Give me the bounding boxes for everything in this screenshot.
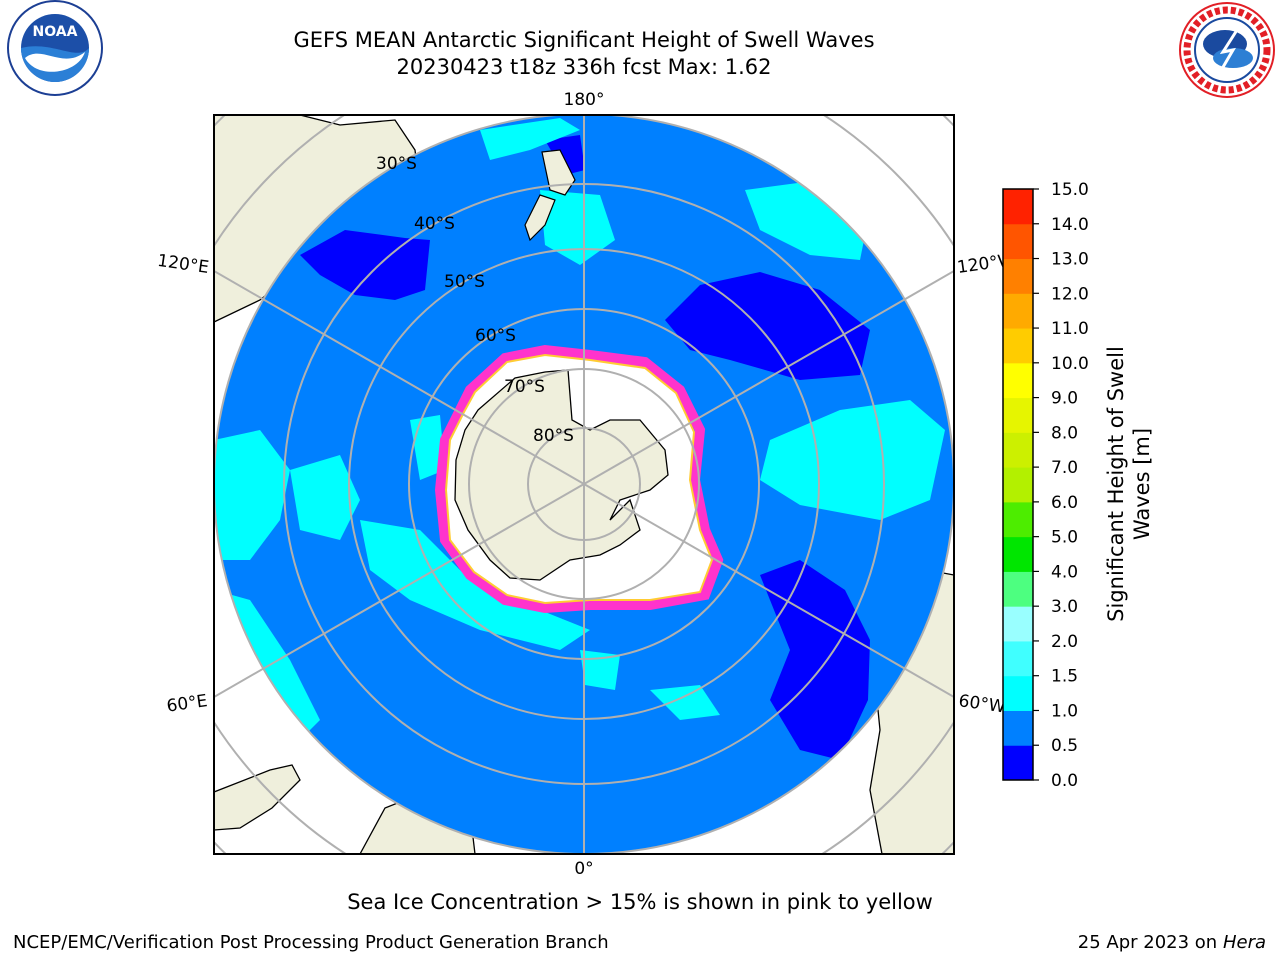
lat-label-40s: 40°S: [414, 214, 455, 234]
colorbar-segment: [1003, 536, 1033, 572]
sea-ice-note: Sea Ice Concentration > 15% is shown in …: [347, 890, 933, 914]
swell-low-region: [300, 230, 430, 300]
colorbar-segment: [1003, 293, 1033, 329]
nws-logo: [1179, 2, 1275, 98]
swell-high-region: [760, 400, 945, 520]
colorbar-segment: [1003, 640, 1033, 677]
lon-label-0: 0°: [574, 859, 593, 879]
graticule: [214, 115, 954, 854]
lon-label-60w: 60°W: [957, 691, 1006, 717]
lat-label-80s: 80°S: [533, 426, 574, 446]
lat-label-30s: 30°S: [376, 154, 417, 174]
colorbar-tick-label: 7.0: [1051, 458, 1078, 478]
colorbar-segment: [1003, 710, 1033, 746]
map-title: GEFS MEAN Antarctic Significant Height o…: [293, 28, 875, 52]
lon-label-120e: 120°E: [156, 251, 210, 278]
colorbar-tick-label: 0.0: [1051, 771, 1078, 791]
swell-low-region: [545, 135, 585, 175]
colorbar-segment: [1003, 397, 1033, 433]
colorbar-tick-label: 1.0: [1051, 701, 1078, 721]
footer-date-text: 25 Apr 2023 on: [1077, 932, 1223, 953]
colorbar-segment: [1003, 432, 1033, 468]
colorbar-tick-label: 15.0: [1051, 180, 1089, 200]
swell-high-region: [360, 520, 590, 650]
colorbar-tick-label: 1.5: [1051, 667, 1078, 687]
colorbar-tick-label: 10.0: [1051, 354, 1089, 374]
new-zealand-land: [524, 194, 556, 242]
colorbar-tick-label: 3.0: [1051, 597, 1078, 617]
colorbar-label-line1: Significant Height of Swell: [1104, 346, 1128, 622]
colorbar-segment: [1003, 571, 1033, 607]
colorbar-segment: [1003, 189, 1033, 225]
colorbar-frame: [1002, 188, 1034, 781]
colorbar-tick-label: 11.0: [1051, 319, 1089, 339]
lat-label-60s: 60°S: [475, 326, 516, 346]
colorbar-segment: [1003, 467, 1033, 503]
map-subtitle: 20230423 t18z 336h fcst Max: 1.62: [396, 55, 772, 79]
lon-label-180: 180°: [564, 90, 605, 110]
swell-low-region: [760, 560, 870, 760]
colorbar-tick-label: 13.0: [1051, 250, 1089, 270]
colorbar-segment: [1003, 606, 1033, 642]
colorbar-segment: [1003, 501, 1033, 538]
footer-date: 25 Apr 2023 on Hera: [1078, 932, 1266, 953]
swell-high-region: [580, 650, 620, 690]
sea-ice-edge: [434, 344, 724, 614]
colorbar-tick-label: 14.0: [1051, 215, 1089, 235]
colorbar-ticks: 0.0 0.5 1.0 1.5 2.0 3.0 4.0 5.0 6.0 7.0 8.0 9.0 10.0…: [1033, 180, 1089, 791]
lon-label-60e: 60°E: [165, 691, 208, 716]
lat-label-50s: 50°S: [444, 272, 485, 292]
colorbar-tick-label: 6.0: [1051, 493, 1078, 513]
lat-label-70s: 70°S: [504, 377, 545, 397]
swell-high-region: [214, 430, 290, 560]
colorbar-segment: [1003, 328, 1033, 364]
footer-machine: Hera: [1222, 932, 1266, 953]
swell-high-region: [650, 685, 720, 720]
swell-high-region: [540, 190, 615, 265]
colorbar: [1003, 189, 1033, 781]
colorbar-tick-label: 2.0: [1051, 632, 1078, 652]
swell-high-region: [410, 415, 445, 480]
colorbar-segment: [1003, 675, 1033, 711]
colorbar-tick-label: 12.0: [1051, 284, 1089, 304]
colorbar-label-line2: Waves [m]: [1130, 428, 1154, 540]
swell-high-region: [480, 118, 580, 160]
madagascar-land: [214, 764, 301, 831]
colorbar-segment: [1003, 745, 1033, 781]
noaa-logo-text: NOAA: [33, 24, 78, 40]
colorbar-tick-label: 4.0: [1051, 562, 1078, 582]
colorbar-tick-label: 0.5: [1051, 736, 1078, 756]
map-frame: [213, 114, 955, 855]
colorbar-tick-label: 8.0: [1051, 423, 1078, 443]
noaa-logo: NOAA: [7, 0, 103, 96]
colorbar-segment: [1003, 362, 1033, 399]
colorbar-tick-label: 5.0: [1051, 528, 1078, 548]
footer-credit: NCEP/EMC/Verification Post Processing Pr…: [13, 932, 609, 953]
colorbar-tick-label: 9.0: [1051, 389, 1078, 409]
colorbar-segment: [1003, 258, 1033, 294]
swell-low-region: [665, 272, 870, 380]
swell-high-region: [290, 455, 360, 540]
colorbar-segment: [1003, 223, 1033, 260]
